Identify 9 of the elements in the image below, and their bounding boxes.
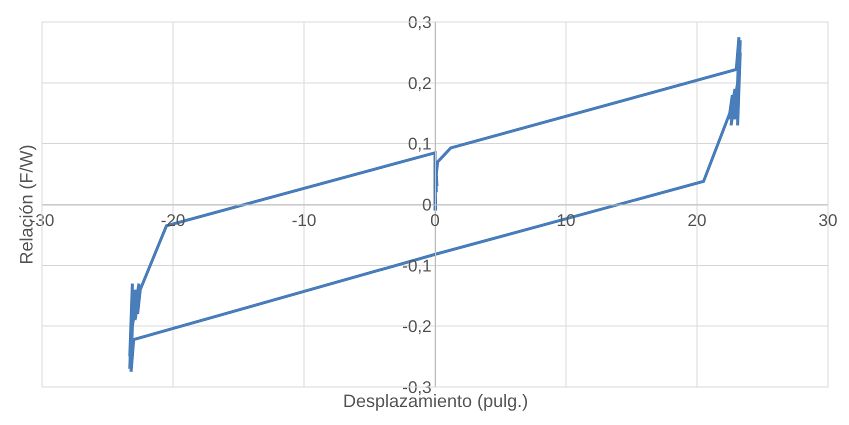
y-tick-label: -0,1	[402, 256, 432, 276]
x-tick-label: -10	[292, 210, 316, 230]
y-tick-label: 0	[422, 195, 432, 214]
y-tick-label: 0,1	[408, 134, 432, 154]
x-tick-label: 20	[688, 210, 706, 230]
y-tick-label: 0,2	[408, 74, 432, 93]
y-tick-label: -0,2	[402, 317, 432, 336]
x-tick-label: 30	[818, 210, 838, 230]
line-series	[128, 36, 742, 374]
